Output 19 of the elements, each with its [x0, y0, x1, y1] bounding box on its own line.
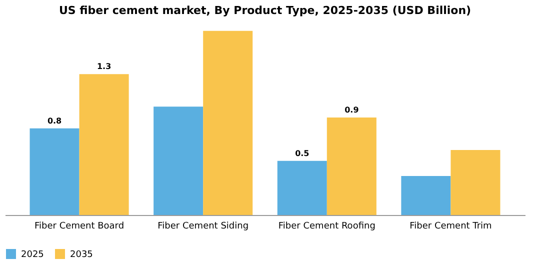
data-label: 0.5 — [295, 148, 310, 158]
data-label: 0.8 — [47, 116, 62, 126]
data-label: 1.3 — [96, 62, 112, 72]
x-tick-label: Fiber Cement Siding — [158, 222, 249, 232]
bar — [154, 106, 204, 215]
x-tick-label: Fiber Cement Board — [34, 222, 124, 232]
bar — [401, 176, 451, 215]
bar — [203, 30, 253, 215]
x-tick-label: Fiber Cement Roofing — [278, 222, 376, 232]
data-label: 0.9 — [344, 106, 360, 114]
legend-label: 2025 — [21, 250, 44, 260]
x-tick-label: Fiber Cement Trim — [410, 222, 492, 232]
legend-label: 2035 — [70, 250, 93, 260]
bar — [30, 128, 80, 215]
bar — [450, 150, 500, 215]
bar — [277, 160, 327, 215]
chart-title: US fiber cement market, By Product Type, 2025-2035 (USD Billion) — [58, 4, 472, 17]
bar — [326, 118, 376, 215]
bar — [79, 74, 129, 215]
